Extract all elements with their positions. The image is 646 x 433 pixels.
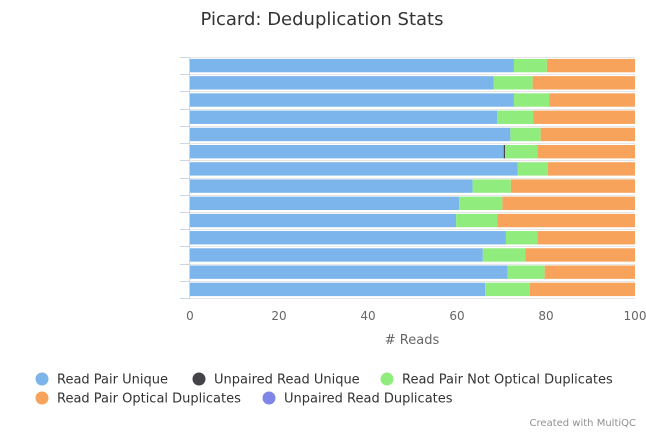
bar-segment-row7-series3[interactable] (517, 162, 548, 176)
legend-label: Unpaired Read Unique (214, 373, 360, 388)
x-tick-label: 20 (271, 309, 286, 323)
bar-segment-row10-series1[interactable] (190, 213, 457, 228)
grid (190, 57, 635, 299)
legend-label: Read Pair Unique (57, 373, 168, 388)
bar-segment-row2-series4[interactable] (532, 76, 635, 90)
bar-segment-row13-series4[interactable] (544, 265, 635, 279)
bars (190, 58, 635, 297)
bar-segment-row11-series3[interactable] (505, 231, 538, 245)
bar-segment-row4-series3[interactable] (497, 110, 534, 124)
bar-segment-row6-series1[interactable] (190, 144, 504, 159)
bar-segment-row1-series3[interactable] (513, 58, 547, 73)
x-tick-label: 80 (538, 309, 553, 323)
bar-segment-row7-series1[interactable] (190, 162, 518, 176)
bar-segment-row8-series1[interactable] (190, 179, 473, 193)
bar-segment-row14-series4[interactable] (529, 282, 635, 297)
legend-label: Unpaired Read Duplicates (284, 392, 453, 407)
bar-segment-row9-series4[interactable] (502, 196, 635, 211)
x-tick-label: 40 (360, 309, 375, 323)
legend-marker (35, 372, 49, 386)
bar-segment-row13-series1[interactable] (190, 265, 508, 279)
bar-segment-row5-series3[interactable] (510, 127, 541, 142)
x-tick-label: 100 (624, 309, 646, 323)
bar-segment-row3-series4[interactable] (549, 93, 635, 107)
bar-segment-row11-series4[interactable] (537, 231, 635, 245)
legend-item[interactable]: Read Pair Unique (35, 372, 168, 388)
axes: 0 20 40 60 80 100 (180, 57, 646, 323)
bar-segment-row9-series3[interactable] (459, 196, 503, 211)
x-axis-title: # Reads (385, 333, 440, 348)
bar-segment-row6-series4[interactable] (537, 144, 635, 159)
bar-segment-row1-series4[interactable] (546, 58, 635, 73)
bar-segment-row5-series4[interactable] (540, 127, 635, 142)
bar-segment-row9-series1[interactable] (190, 196, 460, 211)
bar-segment-row10-series4[interactable] (497, 213, 635, 228)
bar-segment-row8-series4[interactable] (510, 179, 635, 193)
x-tick-label: 0 (186, 309, 194, 323)
bar-segment-row10-series3[interactable] (456, 213, 498, 228)
bar-segment-row2-series3[interactable] (493, 76, 533, 90)
bar-segment-row14-series3[interactable] (485, 282, 530, 297)
bar-segment-row5-series1[interactable] (190, 127, 511, 142)
legend-item[interactable]: Unpaired Read Duplicates (262, 391, 453, 407)
legend-marker (380, 372, 394, 386)
bar-segment-row6-series3[interactable] (505, 144, 538, 159)
legend: Read Pair Unique Unpaired Read Unique Read… (35, 372, 614, 407)
bar-segment-row3-series3[interactable] (513, 93, 550, 107)
x-tick-label: 60 (449, 309, 464, 323)
bar-segment-row6-series2[interactable] (503, 144, 506, 159)
legend-label: Read Pair Not Optical Duplicates (402, 373, 613, 388)
bar-segment-row3-series1[interactable] (190, 93, 514, 107)
legend-item[interactable]: Read Pair Not Optical Duplicates (380, 372, 614, 388)
credit-text[interactable]: Created with MultiQC (530, 418, 636, 429)
bar-segment-row12-series4[interactable] (525, 248, 635, 262)
bar-segment-row11-series1[interactable] (190, 231, 506, 245)
bar-segment-row13-series3[interactable] (507, 265, 545, 279)
legend-item[interactable]: Read Pair Optical Duplicates (35, 391, 242, 407)
bar-segment-row2-series1[interactable] (190, 76, 494, 90)
bar-segment-row1-series1[interactable] (190, 58, 514, 73)
bar-segment-row12-series3[interactable] (482, 248, 526, 262)
bar-segment-row4-series1[interactable] (190, 110, 498, 124)
legend-marker (192, 372, 206, 386)
bar-segment-row14-series1[interactable] (190, 282, 486, 297)
bar-segment-row4-series4[interactable] (533, 110, 635, 124)
bar-segment-row7-series4[interactable] (547, 162, 635, 176)
legend-marker (35, 391, 49, 405)
legend-item[interactable]: Unpaired Read Unique (192, 372, 360, 388)
bar-segment-row12-series1[interactable] (190, 248, 483, 262)
legend-label: Read Pair Optical Duplicates (57, 392, 241, 407)
bar-segment-row8-series3[interactable] (472, 179, 511, 193)
chart-title: Picard: Deduplication Stats (201, 9, 444, 30)
legend-marker (262, 391, 276, 405)
